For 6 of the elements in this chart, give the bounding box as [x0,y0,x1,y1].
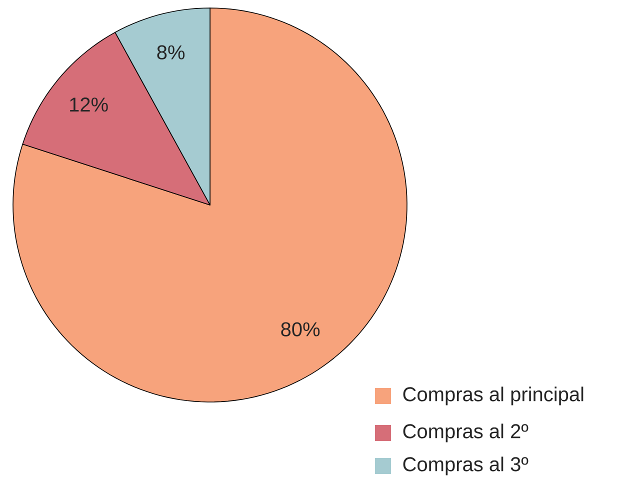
data-label: 8% [157,45,185,60]
legend-label: Compras al 2º [403,424,528,442]
data-label: 12% [70,97,108,112]
data-label: 80% [281,322,320,336]
legend-label: Compras al principal [403,386,584,406]
legend-label: Compras al 3º [403,456,528,476]
